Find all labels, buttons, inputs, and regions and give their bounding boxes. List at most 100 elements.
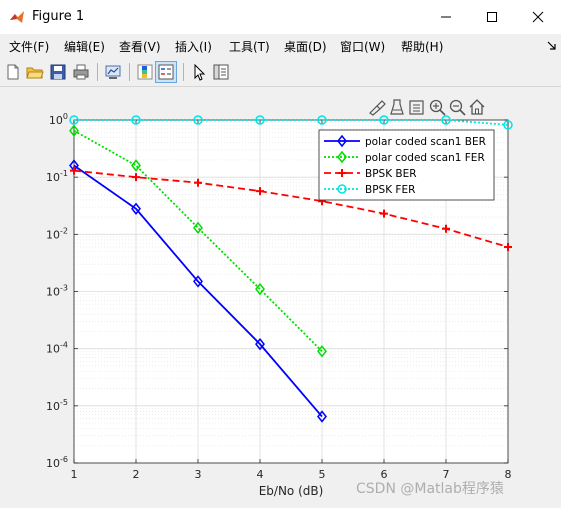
menu-edit[interactable]: 编辑(E) bbox=[64, 40, 105, 54]
save-icon[interactable] bbox=[49, 63, 67, 81]
y-tick-label: 10-1 bbox=[46, 169, 68, 184]
legend-entry[interactable]: BPSK FER bbox=[324, 184, 415, 196]
menu-desktop[interactable]: 桌面(D) bbox=[284, 40, 327, 54]
axes-toolbar bbox=[369, 99, 485, 116]
zoom-in-icon[interactable] bbox=[429, 99, 446, 116]
data-point bbox=[193, 275, 203, 288]
data-point bbox=[255, 337, 265, 351]
series-line bbox=[74, 119, 509, 126]
menu-help[interactable]: 帮助(H) bbox=[401, 40, 444, 54]
x-tick-label: 2 bbox=[133, 468, 140, 481]
toolbar-separator bbox=[129, 63, 130, 81]
data-point bbox=[317, 345, 327, 358]
open-file-icon[interactable] bbox=[26, 63, 44, 81]
watermark: CSDN @Matlab程序猿 bbox=[356, 481, 504, 497]
x-tick-label: 5 bbox=[319, 468, 326, 481]
y-tick-label: 100 bbox=[49, 112, 68, 127]
data-point bbox=[379, 115, 389, 125]
print-icon[interactable] bbox=[72, 63, 90, 81]
home-icon[interactable] bbox=[469, 99, 485, 115]
menu-view[interactable]: 查看(V) bbox=[119, 40, 161, 54]
data-point bbox=[194, 178, 202, 187]
figure-toolbar bbox=[0, 58, 561, 87]
data-point bbox=[131, 202, 141, 215]
data-point bbox=[380, 209, 388, 218]
legend-entry[interactable]: polar coded scan1 BER bbox=[324, 134, 486, 148]
data-point bbox=[70, 166, 78, 175]
link-plot-icon[interactable] bbox=[104, 63, 122, 81]
y-tick-label: 10-2 bbox=[46, 226, 68, 241]
x-tick-label: 1 bbox=[71, 468, 78, 481]
data-point bbox=[69, 124, 79, 137]
data-point bbox=[442, 224, 450, 233]
y-tick-label: 10-4 bbox=[46, 341, 68, 356]
menu-bar: 文件(F) 编辑(E) 查看(V) 插入(I) 工具(T) 桌面(D) 窗口(W… bbox=[0, 34, 561, 58]
matlab-icon bbox=[10, 11, 24, 23]
legend-label: polar coded scan1 FER bbox=[365, 152, 485, 164]
minimize-icon bbox=[441, 16, 451, 18]
series-2 bbox=[69, 124, 327, 358]
export-icon[interactable] bbox=[409, 100, 424, 115]
maximize-button[interactable] bbox=[469, 0, 515, 34]
legend-swatch-marker bbox=[337, 134, 347, 148]
property-inspector-icon[interactable] bbox=[212, 63, 230, 81]
data-point bbox=[256, 187, 264, 196]
legend-entry[interactable]: BPSK BER bbox=[324, 168, 417, 180]
series-line bbox=[73, 169, 509, 248]
data-point bbox=[317, 115, 327, 125]
menu-insert[interactable]: 插入(I) bbox=[175, 40, 212, 54]
data-point bbox=[255, 115, 265, 125]
y-tick-label: 10-6 bbox=[46, 455, 68, 470]
x-axis-label: Eb/No (dB) bbox=[259, 484, 324, 498]
toolbar-separator bbox=[183, 63, 184, 81]
data-point bbox=[504, 243, 512, 252]
x-tick-label: 8 bbox=[505, 468, 512, 481]
legend-swatch-marker bbox=[337, 150, 347, 164]
legend-swatch-marker bbox=[337, 184, 347, 194]
figure-canvas: 1 2 3 4 5 6 7 8 10-6 10-5 10-4 10-3 10-2 10-1 100 Eb/No… bbox=[0, 87, 561, 508]
data-tips-icon[interactable] bbox=[390, 99, 404, 115]
data-point bbox=[132, 173, 140, 182]
legend-label: polar coded scan1 BER bbox=[365, 136, 486, 148]
data-point bbox=[131, 159, 141, 172]
insert-colorbar-icon[interactable] bbox=[136, 63, 154, 81]
x-tick-label: 6 bbox=[381, 468, 388, 481]
x-tick-label: 4 bbox=[257, 468, 264, 481]
x-tick-label: 7 bbox=[443, 468, 450, 481]
zoom-out-icon[interactable] bbox=[449, 99, 466, 116]
series-4 bbox=[69, 115, 513, 130]
insert-legend-icon bbox=[158, 64, 174, 80]
x-tick-label: 3 bbox=[195, 468, 202, 481]
maximize-icon bbox=[487, 12, 497, 22]
close-icon bbox=[532, 11, 544, 23]
data-point bbox=[503, 120, 513, 130]
series-1 bbox=[69, 159, 327, 423]
title-bar: Figure 1 bbox=[0, 0, 561, 34]
new-figure-icon[interactable] bbox=[4, 63, 22, 81]
legend[interactable]: polar coded scan1 BER polar coded scan1 F… bbox=[318, 129, 495, 201]
menu-tools[interactable]: 工具(T) bbox=[229, 40, 270, 54]
data-point bbox=[255, 282, 265, 296]
data-point bbox=[131, 115, 141, 125]
line-chart[interactable]: 1 2 3 4 5 6 7 8 10-6 10-5 10-4 10-3 10-2 10-1 100 Eb/No… bbox=[0, 87, 561, 508]
legend-label: BPSK BER bbox=[365, 168, 417, 180]
window-title: Figure 1 bbox=[32, 9, 85, 24]
brush-icon[interactable] bbox=[369, 100, 386, 116]
arrow-icon[interactable] bbox=[547, 41, 557, 51]
insert-legend-button[interactable] bbox=[155, 61, 177, 83]
minimize-button[interactable] bbox=[423, 0, 469, 34]
legend-entry[interactable]: polar coded scan1 FER bbox=[324, 150, 485, 164]
toolbar-separator bbox=[97, 63, 98, 81]
menu-file[interactable]: 文件(F) bbox=[9, 40, 50, 54]
edit-plot-icon[interactable] bbox=[190, 63, 208, 81]
series-3 bbox=[70, 166, 512, 252]
series-line bbox=[73, 164, 323, 418]
y-tick-label: 10-5 bbox=[46, 398, 68, 413]
data-point bbox=[193, 221, 203, 235]
y-tick-label: 10-3 bbox=[46, 284, 68, 299]
legend-label: BPSK FER bbox=[365, 184, 415, 196]
close-button[interactable] bbox=[515, 0, 561, 34]
data-point bbox=[193, 115, 203, 125]
data-point bbox=[441, 115, 451, 125]
menu-window[interactable]: 窗口(W) bbox=[340, 40, 386, 54]
